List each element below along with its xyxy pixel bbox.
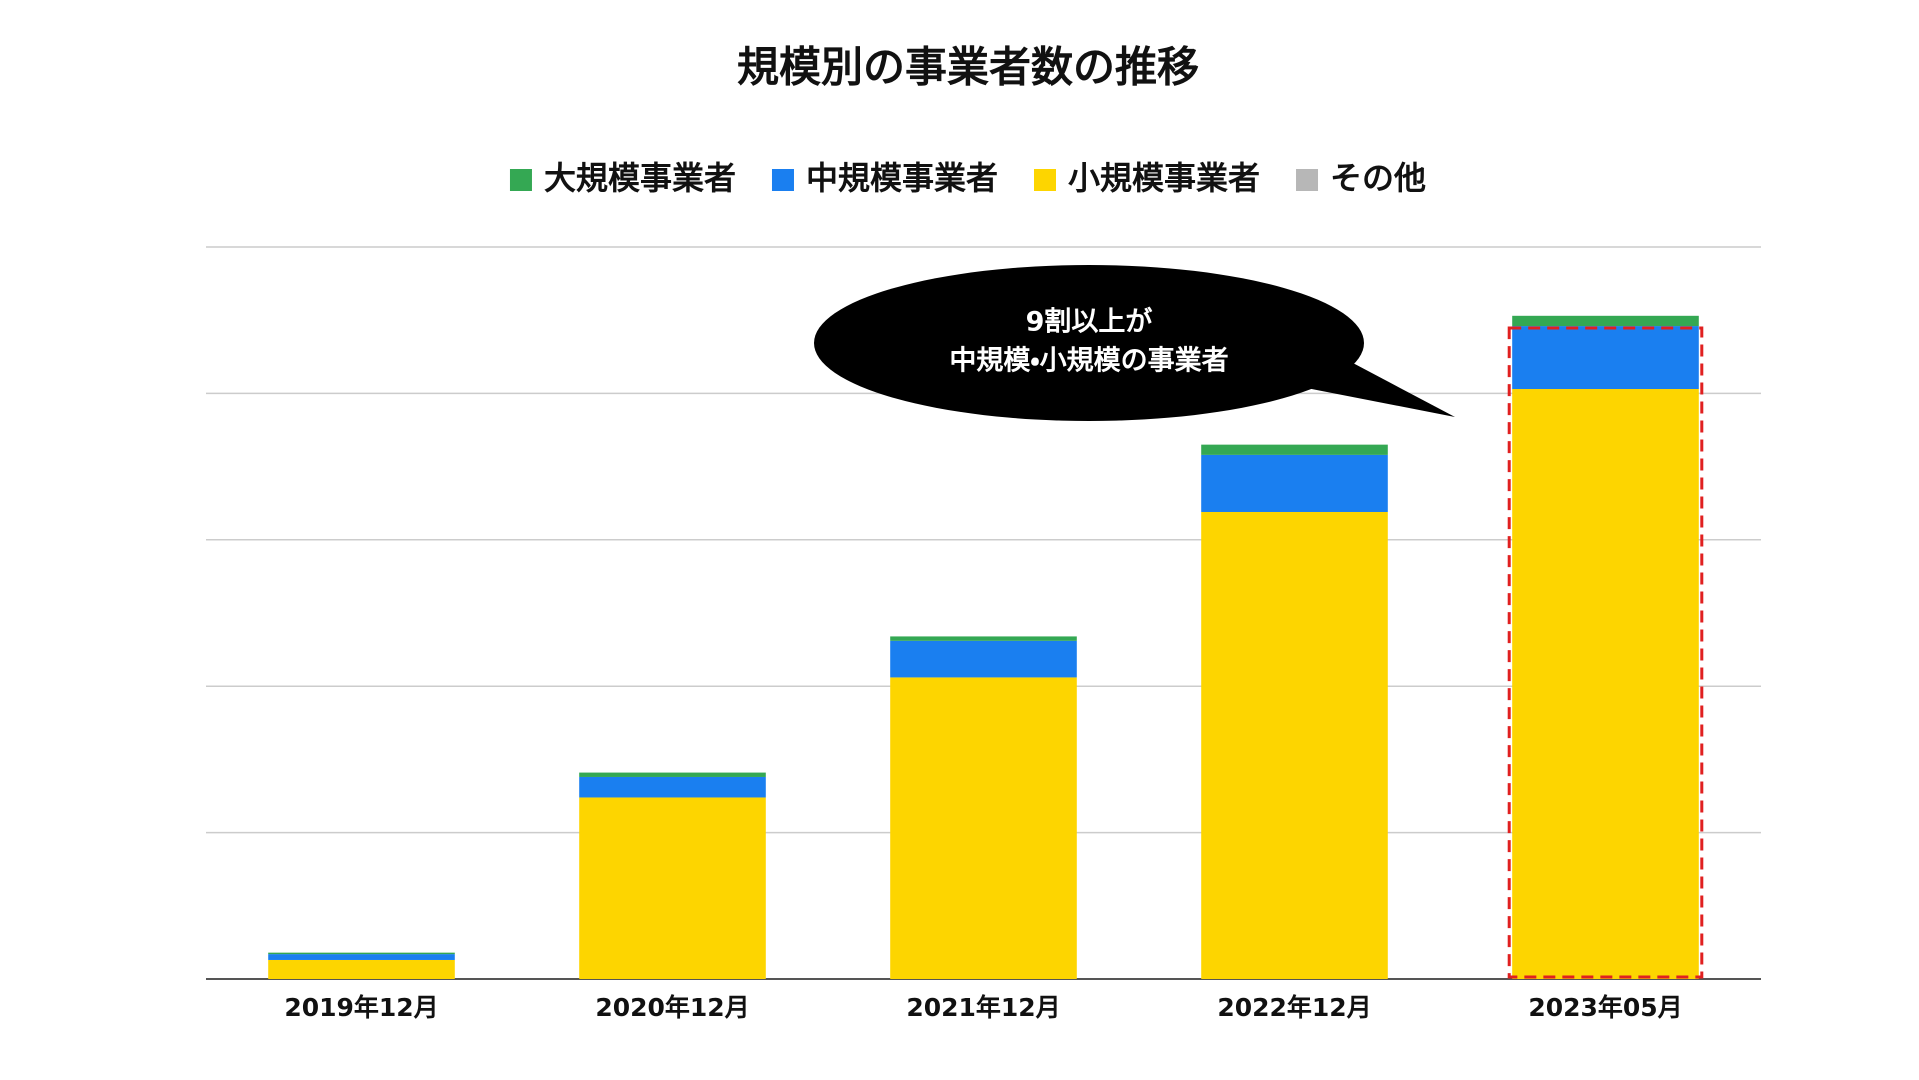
bar-segment (579, 772, 766, 777)
x-tick-label: 2020年12月 (595, 993, 749, 1022)
bar-segment (890, 636, 1077, 641)
x-tick-label: 2019年12月 (284, 993, 438, 1022)
legend-label: 大規模事業者 (544, 159, 736, 197)
highlight-box (1507, 326, 1704, 979)
chart-title: 規模別の事業者数の推移 (737, 43, 1199, 92)
legend-label: 中規模事業者 (806, 159, 998, 197)
callout-text: 9割以上が (1026, 306, 1153, 338)
x-tick-label: 2021年12月 (906, 993, 1060, 1022)
legend-swatch (771, 169, 794, 191)
bar-segment (1512, 315, 1699, 327)
bar-segment (1512, 326, 1699, 390)
bar-segment (268, 954, 455, 960)
bar-segment (1201, 454, 1388, 512)
bar-segment (268, 959, 455, 979)
callout-text: 中規模・小規模の事業者 (949, 346, 1228, 377)
x-tick-label: 2022年12月 (1217, 993, 1371, 1022)
legend-swatch (509, 169, 532, 191)
bar-segment (579, 776, 766, 798)
bar-segment (890, 640, 1077, 678)
legend-label: その他 (1330, 159, 1426, 197)
legend-swatch (1296, 169, 1319, 191)
legend-label: 小規模事業者 (1068, 159, 1260, 197)
bar-segment (579, 797, 766, 979)
callout-bubble (814, 265, 1364, 421)
bar-segment (1201, 511, 1388, 979)
bar-segment (890, 677, 1077, 979)
bar-segment (1512, 389, 1699, 979)
bar-segment (268, 952, 455, 955)
x-tick-label: 2023年05月 (1528, 993, 1682, 1022)
bar-segment (1201, 444, 1388, 455)
legend-swatch (1034, 169, 1056, 191)
